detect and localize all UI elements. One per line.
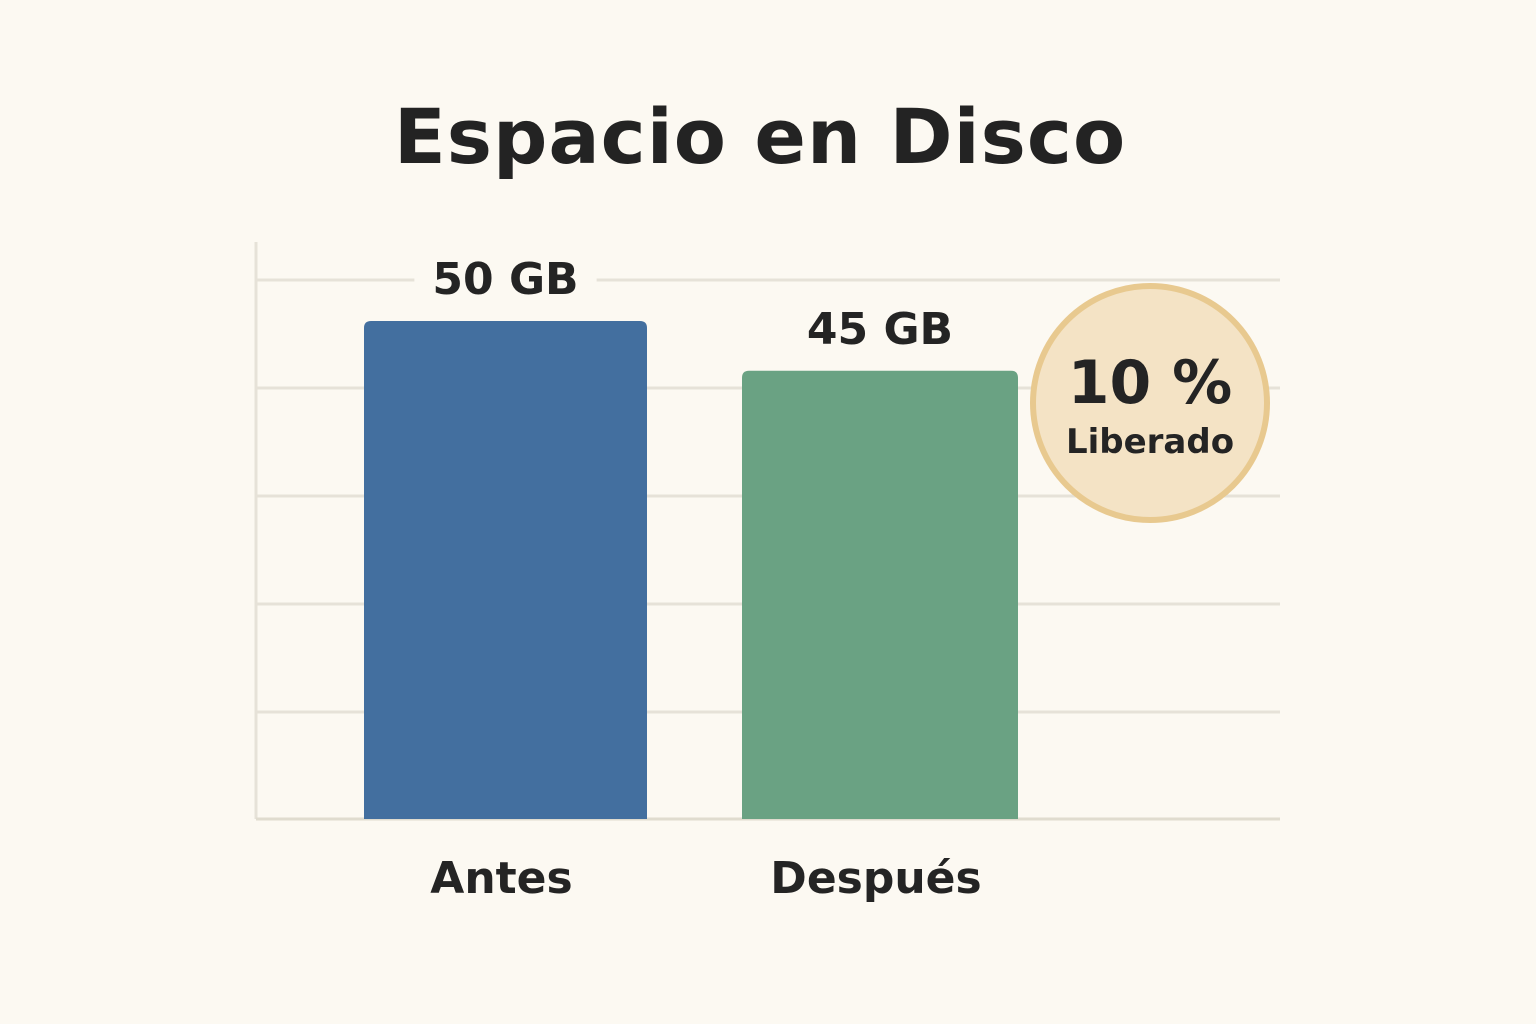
savings-badge: 10 % Liberado (1030, 283, 1270, 523)
bar-value-label-bg (788, 299, 972, 359)
category-label: Después (770, 853, 981, 904)
bar-value-label: 45 GB (807, 304, 953, 355)
savings-label: Liberado (1066, 422, 1234, 462)
savings-percent: 10 % (1068, 348, 1233, 418)
bars (364, 321, 1018, 819)
labels: 50 GB Antes 45 GB Después (414, 250, 982, 904)
bar-después (742, 370, 1018, 819)
bar-value-label-bg (414, 250, 597, 309)
savings-badge-circle (1030, 283, 1270, 523)
bar-value-label: 50 GB (432, 254, 578, 305)
category-label: Antes (430, 853, 572, 904)
bar-antes (364, 321, 647, 819)
chart-title: Espacio en Disco (393, 92, 1127, 181)
